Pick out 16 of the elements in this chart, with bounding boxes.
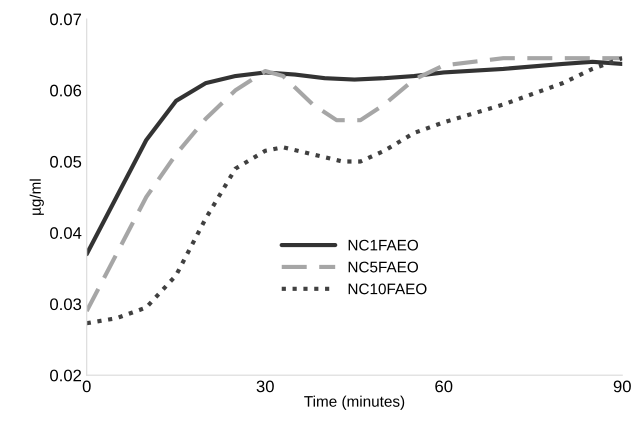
x-tick-label: 0 (82, 380, 91, 392)
y-axis-title: µg/ml (30, 179, 44, 215)
x-tick-label: 60 (435, 380, 452, 392)
x-tick-label: 90 (614, 380, 631, 392)
y-tick-label: 0.04 (50, 227, 82, 239)
line-series (86, 60, 622, 256)
y-tick-label: 0.02 (50, 370, 82, 382)
legend-label: NC1FAEO (348, 240, 418, 251)
legend-label: NC10FAEO (348, 284, 427, 294)
y-tick-label: 0.07 (50, 13, 82, 26)
y-tick-label: 0.03 (50, 298, 82, 310)
y-tick-label: 0.05 (50, 156, 82, 168)
legend-label: NC5FAEO (348, 262, 418, 272)
y-tick-label: 0.06 (50, 84, 82, 96)
x-axis-title: Time (minutes) (304, 396, 404, 410)
x-tick-label: 30 (256, 380, 274, 392)
